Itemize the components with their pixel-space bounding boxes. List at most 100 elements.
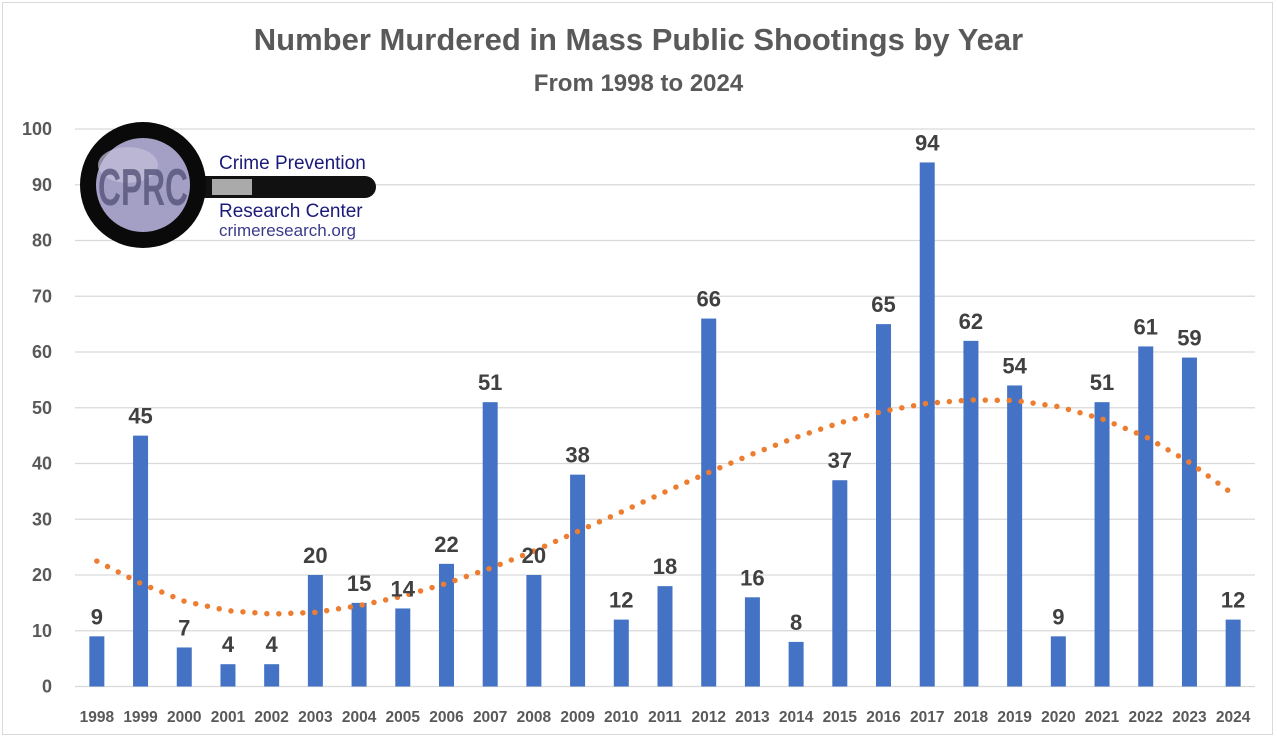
x-tick-label: 2018 [954,709,989,726]
data-label: 66 [696,287,720,312]
data-label: 4 [266,632,279,657]
x-tick-label: 1999 [123,709,158,726]
x-tick-label: 2010 [604,709,638,726]
data-label: 14 [391,576,416,601]
data-label: 22 [434,532,458,557]
logo-url: crimeresearch.org [219,221,356,240]
y-tick-label: 80 [32,231,52,251]
bar [919,162,935,687]
cprc-logo: CPRC Crime Prevention Research Center cr… [80,122,376,248]
y-tick-label: 90 [32,175,52,195]
bar [613,619,629,687]
y-tick-label: 20 [32,565,52,585]
bar [1181,357,1197,687]
x-tick-label: 2015 [823,709,858,726]
bar [1138,346,1154,687]
bar [133,435,149,687]
data-label: 7 [178,615,190,640]
x-tick-label: 2006 [429,709,464,726]
y-tick-label: 40 [32,454,52,474]
data-label: 45 [128,404,152,429]
x-tick-label: 2012 [691,709,725,726]
bar [395,608,411,687]
data-label: 16 [740,565,764,590]
data-label: 38 [565,443,589,468]
x-tick-label: 2004 [342,709,377,726]
bar [963,340,979,687]
x-tick-label: 2013 [735,709,770,726]
data-label: 9 [91,604,103,629]
data-label: 4 [222,632,235,657]
x-tick-label: 2020 [1041,709,1075,726]
data-label: 51 [478,370,502,395]
x-tick-label: 2003 [298,709,333,726]
y-tick-label: 60 [32,342,52,362]
bar [701,318,717,687]
bar [176,647,192,687]
bar [788,641,804,687]
x-tick-label: 1998 [80,709,115,726]
data-label: 9 [1052,604,1064,629]
data-label: 61 [1133,314,1157,339]
y-tick-label: 100 [22,119,52,139]
x-tick-label: 2019 [997,709,1032,726]
x-tick-label: 2007 [473,709,507,726]
bar [1007,385,1023,687]
bar [570,474,586,687]
bar [89,636,105,687]
data-label: 54 [1002,353,1027,378]
data-label: 94 [915,130,940,155]
data-label: 12 [609,588,633,613]
bar [307,575,323,687]
x-tick-label: 2021 [1085,709,1120,726]
logo-initials: CPRC [98,159,188,217]
data-label: 12 [1221,588,1245,613]
bar [832,480,848,687]
x-tick-label: 2001 [211,709,246,726]
bar [351,602,367,687]
data-label: 20 [522,543,546,568]
x-tick-label: 2005 [386,709,421,726]
x-tick-label: 2011 [648,709,682,726]
data-label: 65 [871,292,895,317]
data-label: 59 [1177,326,1201,351]
bar [220,664,236,687]
data-label: 51 [1090,370,1114,395]
x-tick-label: 2002 [254,709,288,726]
trendline [94,397,1236,617]
logo-line2: Research Center [219,201,363,222]
data-label: 8 [790,610,802,635]
x-tick-label: 2000 [167,709,201,726]
x-tick-label: 2024 [1216,709,1251,726]
x-tick-label: 2008 [517,709,552,726]
logo-line1: Crime Prevention [219,153,366,174]
bar [1225,619,1241,687]
data-label: 62 [959,309,983,334]
x-tick-label: 2016 [866,709,901,726]
bar [264,664,280,687]
data-label: 18 [653,554,677,579]
bar [482,402,498,687]
x-tick-label: 2014 [779,709,814,726]
y-tick-label: 0 [42,677,52,697]
x-tick-label: 2009 [560,709,595,726]
y-tick-label: 50 [32,398,52,418]
x-tick-label: 2017 [910,709,944,726]
data-label: 15 [347,571,371,596]
x-tick-label: 2022 [1128,709,1162,726]
bar [526,575,542,687]
chart-subtitle: From 1998 to 2024 [533,70,744,97]
y-tick-label: 70 [32,286,52,306]
x-tick-label: 2023 [1172,709,1207,726]
bar [657,586,673,687]
data-label: 20 [303,543,327,568]
y-tick-label: 30 [32,509,52,529]
chart-title: Number Murdered in Mass Public Shootings… [253,22,1024,57]
bar [1050,636,1066,687]
y-tick-label: 10 [32,621,52,641]
bar [438,563,454,687]
bar [744,597,760,687]
bar [876,324,892,687]
